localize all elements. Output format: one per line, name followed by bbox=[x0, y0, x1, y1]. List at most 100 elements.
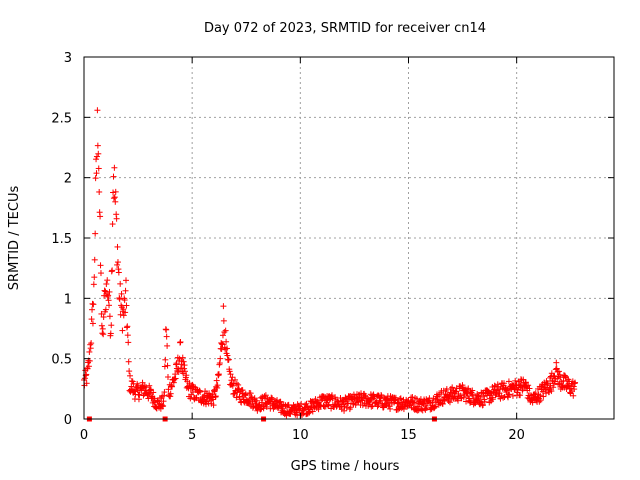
data-point bbox=[96, 188, 103, 195]
data-point bbox=[253, 397, 260, 404]
data-point bbox=[517, 392, 524, 399]
data-point bbox=[114, 259, 121, 266]
data-point bbox=[219, 332, 226, 339]
data-point bbox=[109, 267, 116, 274]
data-point bbox=[218, 339, 225, 346]
data-point bbox=[480, 402, 487, 409]
data-point bbox=[540, 393, 547, 400]
data-point bbox=[398, 405, 405, 412]
data-point bbox=[126, 368, 133, 375]
y-tick-labels: 0 0.5 1 1.5 2 2.5 3 bbox=[51, 51, 72, 428]
data-point bbox=[221, 329, 228, 336]
data-point bbox=[90, 281, 97, 288]
data-point bbox=[277, 398, 284, 405]
data-point bbox=[164, 342, 171, 349]
data-point bbox=[213, 377, 220, 384]
data-point bbox=[395, 406, 402, 413]
data-point bbox=[125, 358, 132, 365]
data-point bbox=[160, 398, 167, 405]
data-point bbox=[110, 195, 117, 202]
data-point bbox=[269, 395, 276, 402]
data-point bbox=[226, 368, 233, 375]
data-point bbox=[477, 394, 484, 401]
data-point bbox=[114, 243, 121, 250]
y-tick-label: 3 bbox=[64, 51, 72, 66]
data-point bbox=[103, 280, 110, 287]
data-point bbox=[125, 339, 132, 346]
data-point bbox=[99, 325, 106, 332]
data-point bbox=[92, 230, 99, 237]
chart-title: Day 072 of 2023, SRMTID for receiver cn1… bbox=[204, 21, 486, 36]
data-point bbox=[315, 399, 322, 406]
data-point bbox=[92, 175, 99, 182]
data-point bbox=[526, 385, 533, 392]
data-point bbox=[231, 390, 238, 397]
y-tick-label: 1.5 bbox=[51, 232, 72, 247]
data-point bbox=[83, 380, 90, 387]
data-point bbox=[449, 384, 456, 391]
data-point bbox=[88, 340, 95, 347]
data-point bbox=[242, 391, 249, 398]
data-point bbox=[571, 386, 578, 393]
data-point bbox=[227, 371, 234, 378]
data-point bbox=[167, 390, 174, 397]
data-point bbox=[98, 310, 105, 317]
data-point bbox=[163, 326, 170, 333]
data-point bbox=[210, 402, 217, 409]
data-point bbox=[233, 380, 240, 387]
data-point bbox=[124, 332, 131, 339]
data-point bbox=[537, 397, 544, 404]
data-point bbox=[497, 395, 504, 402]
data-point bbox=[572, 379, 579, 386]
data-point bbox=[303, 400, 310, 407]
x-tick-label: 5 bbox=[188, 428, 196, 443]
data-point bbox=[555, 368, 562, 375]
data-point bbox=[114, 261, 121, 268]
x-tick-label: 20 bbox=[508, 428, 525, 443]
data-point bbox=[548, 388, 555, 395]
data-point bbox=[229, 374, 236, 381]
data-point bbox=[124, 323, 131, 330]
data-point bbox=[95, 150, 102, 157]
data-point bbox=[489, 396, 496, 403]
data-point bbox=[218, 345, 225, 352]
data-point bbox=[87, 345, 94, 352]
data-point bbox=[97, 262, 104, 269]
data-point bbox=[89, 306, 96, 313]
data-point bbox=[107, 330, 114, 337]
data-point bbox=[525, 382, 532, 389]
x-tick-labels: 0 5 10 15 20 bbox=[80, 428, 525, 443]
data-point bbox=[368, 403, 375, 410]
data-point bbox=[102, 306, 109, 313]
data-point bbox=[97, 270, 104, 277]
data-point bbox=[111, 164, 118, 171]
data-point bbox=[100, 331, 107, 338]
data-point bbox=[113, 215, 120, 222]
data-point bbox=[123, 277, 130, 284]
data-point bbox=[316, 401, 323, 408]
data-point bbox=[446, 399, 453, 406]
data-point bbox=[501, 380, 508, 387]
data-point bbox=[108, 322, 115, 329]
data-point bbox=[94, 142, 101, 149]
data-point bbox=[93, 153, 100, 160]
data-point bbox=[172, 375, 179, 382]
data-point bbox=[394, 400, 401, 407]
data-point bbox=[206, 390, 213, 397]
data-point bbox=[115, 269, 122, 276]
data-point bbox=[359, 397, 366, 404]
data-point bbox=[150, 389, 157, 396]
data-point bbox=[91, 256, 98, 263]
x-tick-label: 15 bbox=[400, 428, 417, 443]
data-point bbox=[505, 378, 512, 385]
data-point bbox=[112, 198, 119, 205]
data-point bbox=[98, 322, 105, 329]
data-point bbox=[262, 392, 269, 399]
data-point bbox=[177, 339, 184, 346]
data-point bbox=[106, 302, 113, 309]
data-point bbox=[247, 390, 254, 397]
data-point bbox=[570, 392, 577, 399]
data-point bbox=[432, 403, 439, 410]
data-point bbox=[257, 406, 264, 413]
